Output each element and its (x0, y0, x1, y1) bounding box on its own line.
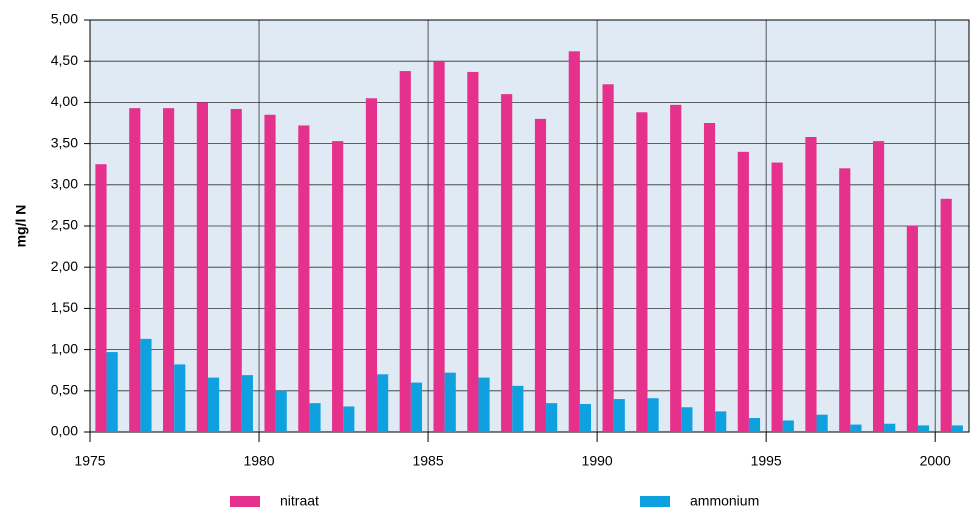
y-tick-label: 2,50 (51, 217, 78, 233)
bar (737, 151, 749, 432)
bar (940, 198, 952, 432)
bar (410, 382, 422, 432)
bar (703, 123, 716, 432)
legend-swatch (230, 496, 260, 507)
bar (207, 377, 220, 432)
bar (106, 352, 118, 432)
x-tick-label: 1995 (751, 453, 782, 469)
x-tick-label: 1980 (243, 453, 274, 469)
bar (568, 51, 580, 432)
bar (884, 423, 896, 432)
y-tick-label: 3,00 (51, 176, 78, 192)
bar (816, 414, 828, 432)
bar (670, 104, 682, 432)
legend-swatch (640, 496, 670, 507)
bar (681, 407, 693, 432)
y-tick-label: 0,50 (51, 382, 78, 398)
bar (715, 411, 727, 432)
bar (129, 108, 141, 432)
bar (230, 108, 242, 432)
x-tick-label: 1990 (582, 453, 613, 469)
bar (647, 398, 659, 432)
legend-label: nitraat (280, 493, 319, 509)
bar (613, 399, 625, 432)
bar (748, 417, 761, 432)
bar (906, 226, 918, 432)
bar (174, 364, 186, 432)
bar (602, 84, 614, 432)
bar (850, 424, 862, 432)
bar (241, 375, 253, 432)
bar (399, 71, 411, 432)
y-tick-label: 5,00 (51, 11, 78, 27)
legend-label: ammonium (690, 493, 759, 509)
bar (872, 141, 885, 433)
bar (264, 114, 276, 432)
bar (579, 403, 592, 432)
y-tick-label: 1,50 (51, 299, 78, 315)
bar (546, 403, 558, 432)
bar (636, 112, 648, 433)
bar (365, 98, 378, 432)
bar (309, 403, 321, 432)
bar (805, 137, 817, 432)
y-tick-label: 0,00 (51, 423, 78, 439)
bar (140, 338, 152, 432)
bar (951, 425, 963, 432)
bar (298, 125, 310, 433)
y-tick-label: 1,00 (51, 340, 78, 356)
y-tick-label: 2,00 (51, 258, 78, 274)
bar (332, 141, 344, 433)
bar (95, 164, 107, 432)
y-tick-label: 4,00 (51, 93, 78, 109)
bar (782, 420, 794, 432)
bar (917, 425, 930, 432)
x-tick-label: 1985 (412, 453, 443, 469)
x-tick-label: 2000 (920, 453, 951, 469)
bar (377, 374, 389, 432)
bar (771, 162, 783, 432)
bar (275, 390, 287, 432)
bar (478, 377, 490, 432)
bar (501, 94, 513, 432)
bar (467, 71, 479, 433)
bar (534, 118, 547, 432)
bar (839, 168, 851, 432)
y-tick-label: 4,50 (51, 52, 78, 68)
x-tick-label: 1975 (74, 453, 105, 469)
bar (512, 385, 524, 432)
bar (196, 102, 208, 433)
y-axis-label: mg/l N (13, 205, 29, 248)
plot-frame (89, 19, 970, 433)
y-tick-label: 3,50 (51, 134, 78, 150)
bar (433, 61, 445, 432)
bar (444, 372, 456, 432)
bar (163, 108, 175, 432)
bar (343, 406, 355, 432)
